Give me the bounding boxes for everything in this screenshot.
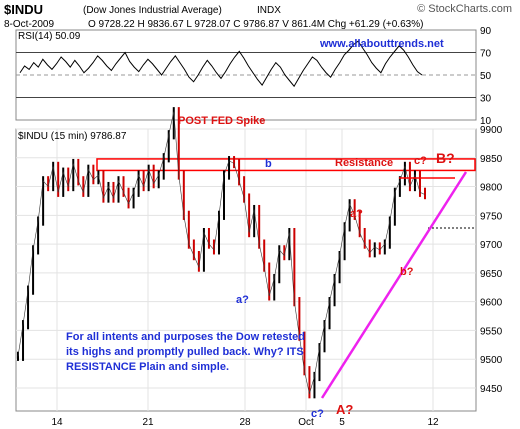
rsi-series-line xyxy=(19,40,423,88)
ohlc-readout: O 9728.22 H 9836.67 L 9728.07 C 9786.87 … xyxy=(88,19,424,30)
index-name: (Dow Jones Industrial Average) xyxy=(83,5,222,16)
x-tick-label: 12 xyxy=(427,417,439,428)
price-series-line xyxy=(17,111,426,394)
brand-watermark: © StockCharts.com xyxy=(417,3,512,15)
x-tick-label: 14 xyxy=(51,417,63,428)
price-label: $INDU (15 min) 9786.87 xyxy=(18,131,127,142)
resistance-label: Resistance xyxy=(335,157,394,169)
price-tick-label: 9900 xyxy=(480,125,503,136)
wave-c-bottom-label: c? xyxy=(311,408,324,420)
price-tick-label: 9550 xyxy=(480,326,503,337)
rsi-tick-label: 50 xyxy=(480,71,492,82)
rsi-tick-label: 30 xyxy=(480,94,492,105)
wave-B-label: B? xyxy=(436,150,455,166)
rsi-tick-label: 10 xyxy=(480,116,492,127)
symbol-title: $INDU xyxy=(4,2,44,17)
wave-a-red-label: a? xyxy=(350,208,363,220)
price-tick-label: 9800 xyxy=(480,183,503,194)
quote-date: 8-Oct-2009 xyxy=(4,19,55,30)
x-tick-label: 21 xyxy=(142,417,154,428)
post-fed-label: POST FED Spike xyxy=(178,115,266,127)
price-tick-label: 9850 xyxy=(480,154,503,165)
x-tick-label: 5 xyxy=(339,417,345,428)
wave-b-red-label: b? xyxy=(400,266,414,278)
exchange-label: INDX xyxy=(257,5,281,16)
rsi-tick-label: 90 xyxy=(480,26,492,37)
resistance-band xyxy=(96,158,476,172)
price-tick-label: 9650 xyxy=(480,269,503,280)
price-tick-label: 9600 xyxy=(480,298,503,309)
rsi-panel-frame xyxy=(15,29,477,121)
x-tick-label: 28 xyxy=(239,417,251,428)
price-tick-label: 9500 xyxy=(480,355,503,366)
price-layer: 9450 9500 9550 9600 9650 9700 9750 9800 9850 9900… xyxy=(16,107,503,428)
rsi-layer: 10 30 50 70 90 xyxy=(16,26,492,127)
rsi-label: RSI(14) 50.09 xyxy=(18,31,81,42)
wave-A-label: A? xyxy=(336,402,354,417)
x-tick-label: Oct xyxy=(298,417,314,428)
site-url: www.allabouttrends.net xyxy=(320,38,444,50)
wave-c-label: c? xyxy=(414,155,427,167)
rsi-tick-label: 70 xyxy=(480,49,492,60)
wave-b-label: b xyxy=(265,158,272,170)
price-tick-label: 9450 xyxy=(480,384,503,395)
commentary-note: For all intents and purposes the Dow ret… xyxy=(66,331,305,373)
uptrend-line xyxy=(320,171,468,399)
price-tick-label: 9750 xyxy=(480,211,503,222)
wave-a-label: a? xyxy=(236,294,249,306)
price-tick-label: 9700 xyxy=(480,240,503,251)
